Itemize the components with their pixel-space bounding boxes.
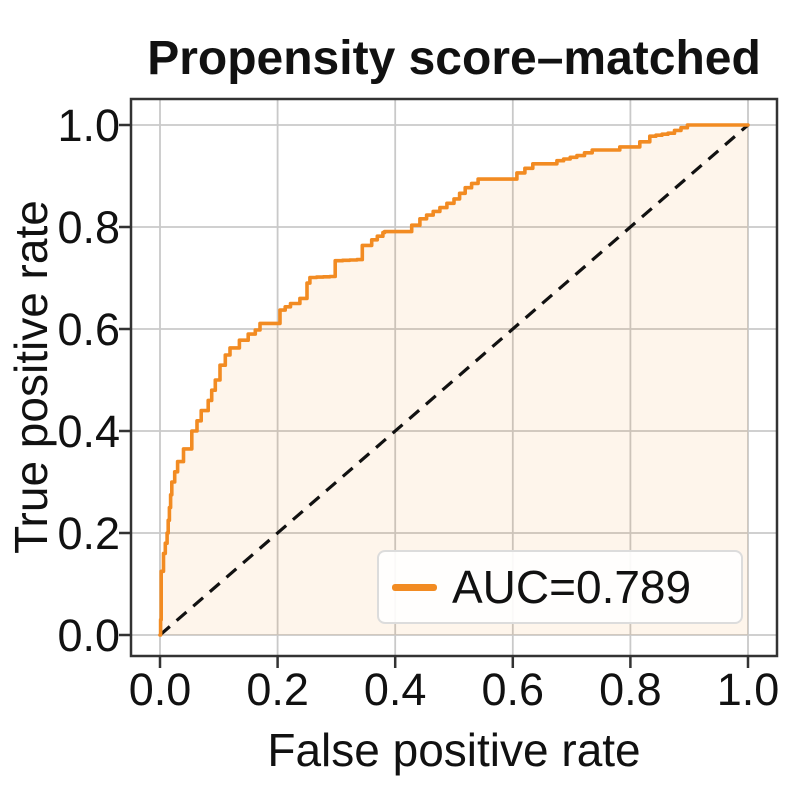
y-tick-label: 1.0 [57, 100, 120, 151]
x-tick-label: 0.2 [246, 664, 309, 715]
x-tick-label: 0.6 [482, 664, 545, 715]
x-tick-label: 0.8 [599, 664, 662, 715]
chance-diagonal-line [158, 123, 750, 637]
x-tick-label: 0.4 [364, 664, 427, 715]
x-tick-label: 0.0 [129, 664, 192, 715]
roc-curve-line [158, 123, 750, 637]
plot-border [129, 97, 779, 658]
legend-line-sample [392, 583, 437, 591]
x-tick-label: 1.0 [717, 664, 780, 715]
y-tick-label: 0.8 [57, 202, 120, 253]
y-tick-label: 0.4 [57, 406, 120, 457]
legend: AUC=0.789 [377, 550, 743, 624]
y-tick-label: 0.0 [57, 610, 120, 661]
y-tick-label: 0.2 [57, 508, 120, 559]
y-tick-label: 0.6 [57, 304, 120, 355]
legend-label: AUC=0.789 [452, 561, 692, 613]
x-axis-label: False positive rate [267, 724, 641, 776]
chart-title: Propensity score–matched [147, 32, 761, 85]
